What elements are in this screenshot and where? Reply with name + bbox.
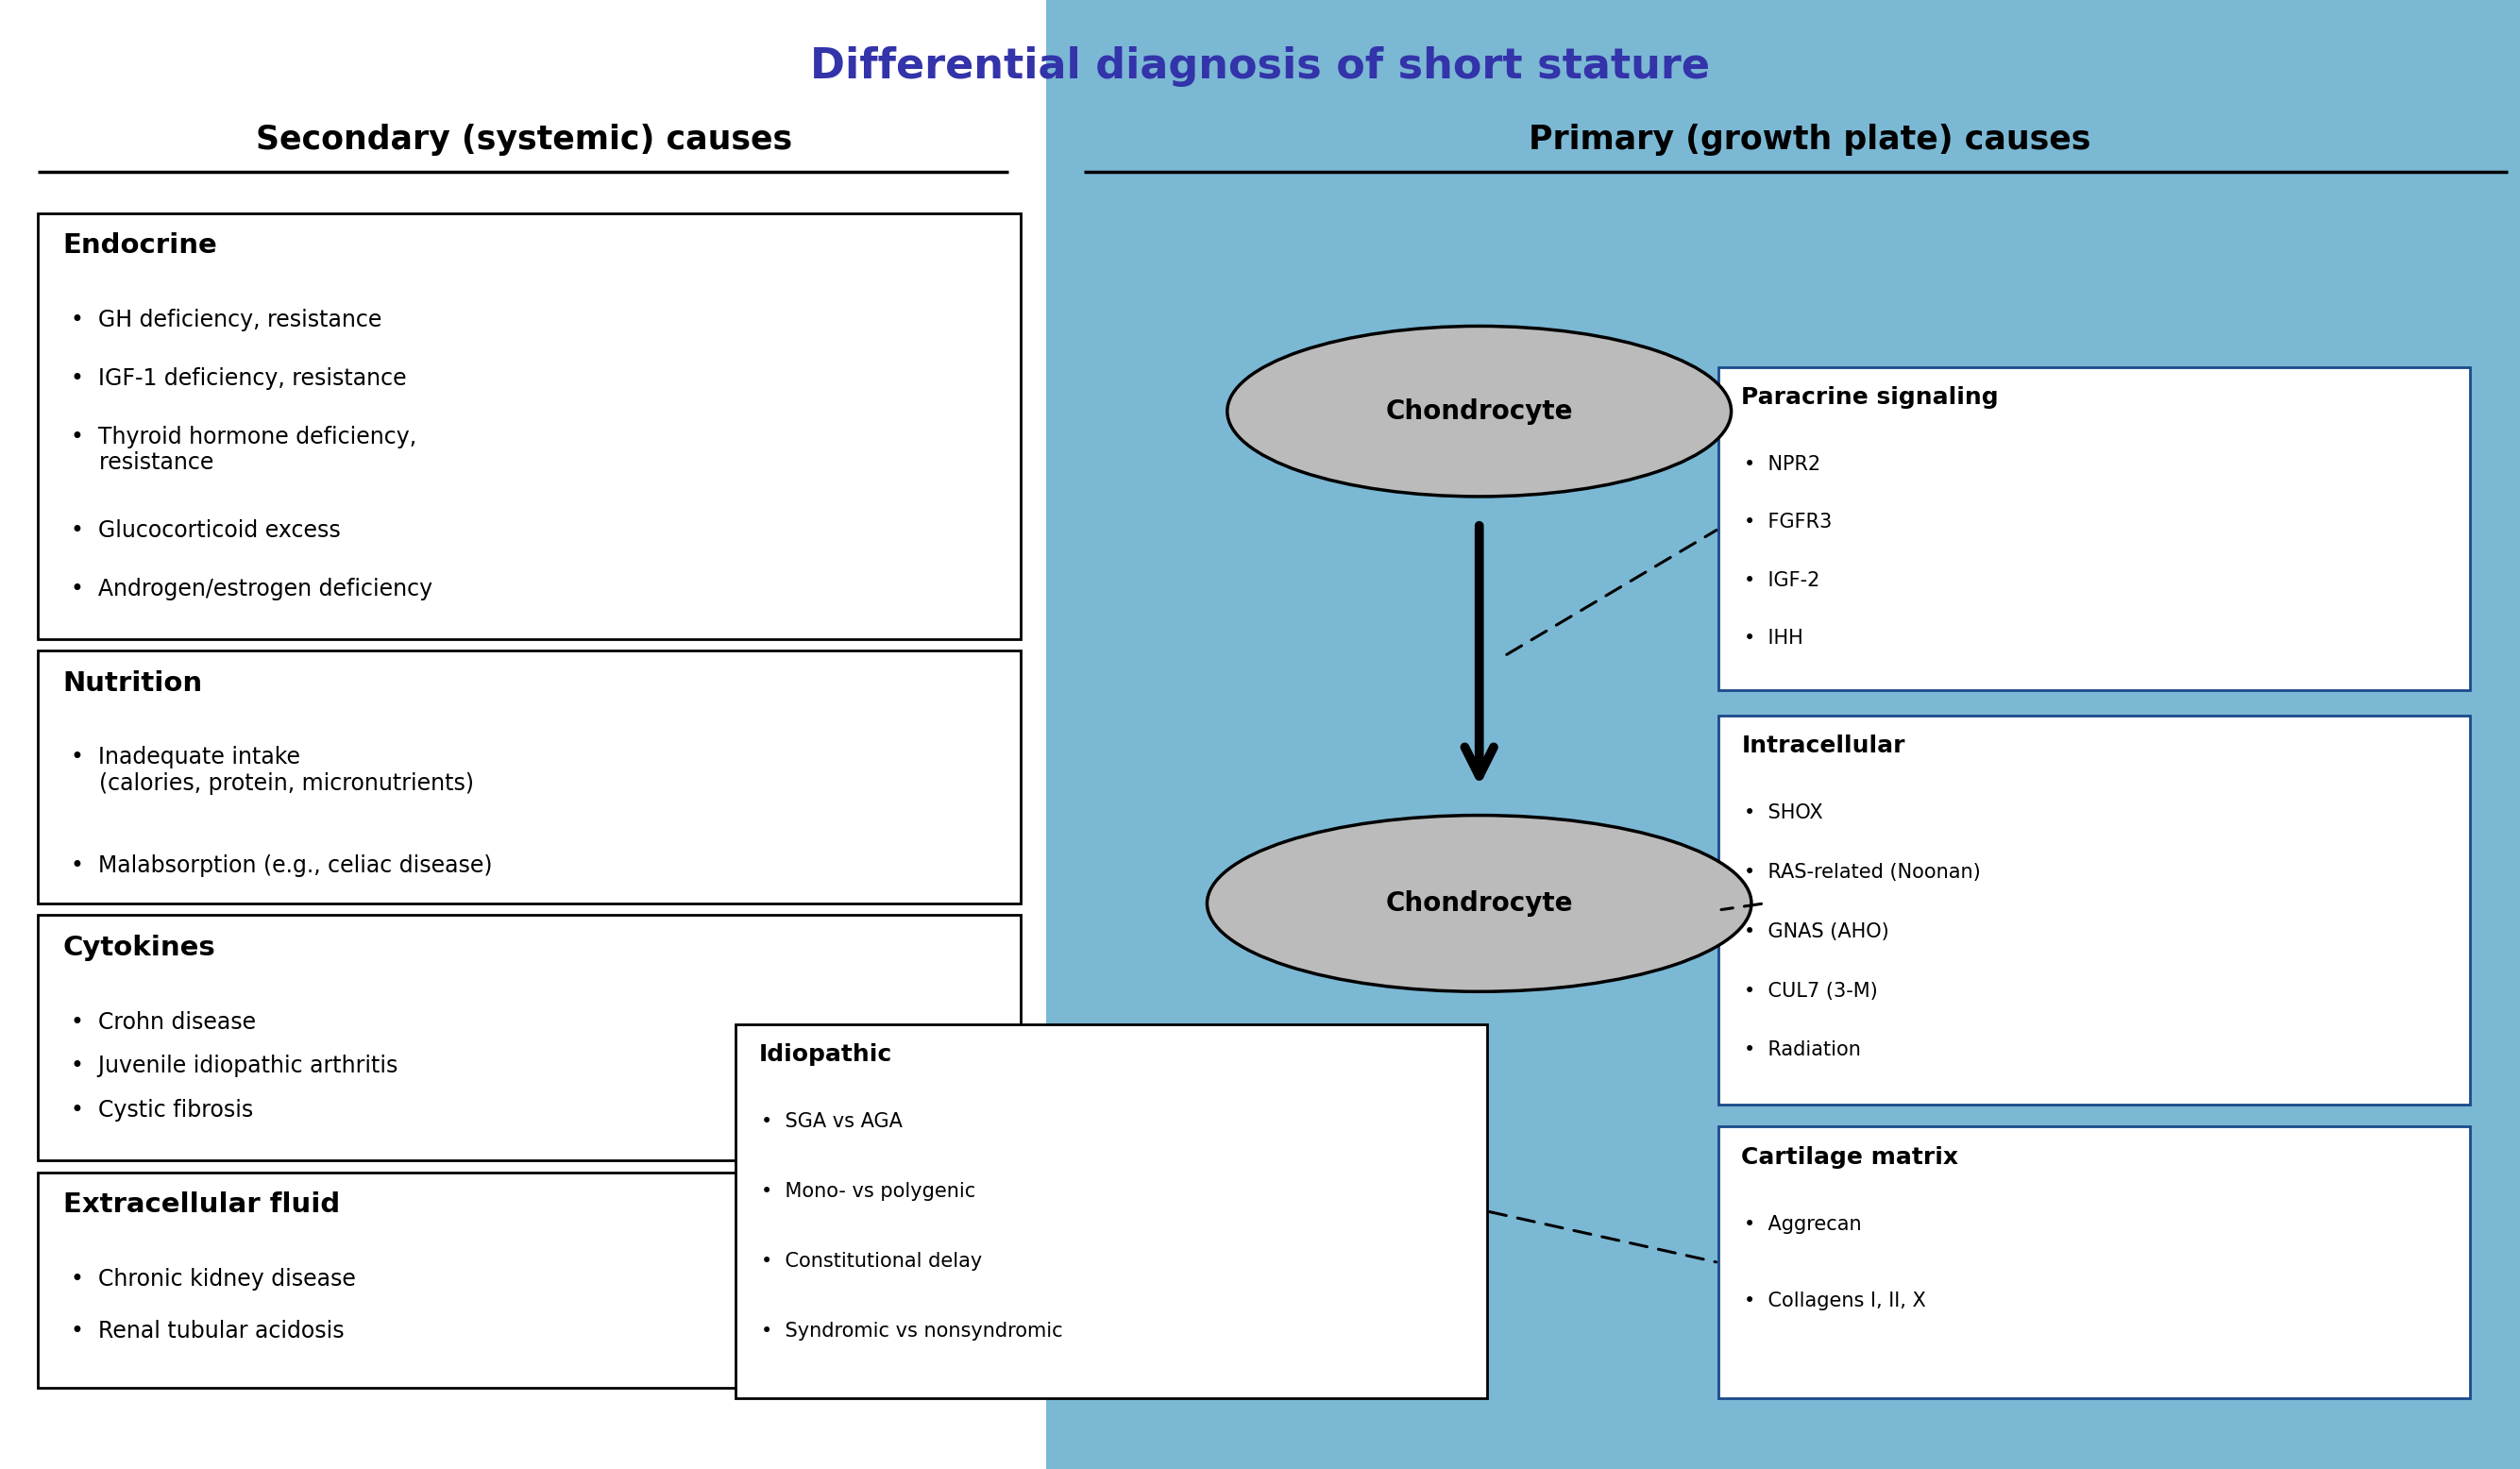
FancyBboxPatch shape [1719,1127,2470,1398]
Ellipse shape [1207,815,1751,992]
Text: •  Constitutional delay: • Constitutional delay [761,1252,983,1271]
Text: •  Cystic fibrosis: • Cystic fibrosis [71,1099,252,1122]
Text: •  NPR2: • NPR2 [1744,455,1819,474]
Text: Cartilage matrix: Cartilage matrix [1741,1146,1958,1168]
Text: •  SHOX: • SHOX [1744,804,1822,823]
Bar [0,0,1046,1469]
Text: •  IHH: • IHH [1744,629,1804,648]
Text: •  Juvenile idiopathic arthritis: • Juvenile idiopathic arthritis [71,1055,398,1078]
Text: Idiopathic: Idiopathic [759,1043,892,1065]
Text: •  Radiation: • Radiation [1744,1042,1860,1059]
Text: •  Syndromic vs nonsyndromic: • Syndromic vs nonsyndromic [761,1322,1063,1341]
Text: •  Thyroid hormone deficiency,
    resistance: • Thyroid hormone deficiency, resistance [71,426,416,474]
Text: •  Aggrecan: • Aggrecan [1744,1215,1862,1234]
Text: •  Androgen/estrogen deficiency: • Androgen/estrogen deficiency [71,579,433,601]
Text: •  Chronic kidney disease: • Chronic kidney disease [71,1268,355,1290]
Text: Chondrocyte: Chondrocyte [1386,890,1572,917]
FancyBboxPatch shape [38,915,1021,1161]
Text: Nutrition: Nutrition [63,670,202,696]
Text: •  GH deficiency, resistance: • GH deficiency, resistance [71,308,381,331]
Text: Intracellular: Intracellular [1741,734,1905,757]
Text: Secondary (systemic) causes: Secondary (systemic) causes [257,123,791,156]
Text: Chondrocyte: Chondrocyte [1386,398,1572,425]
Text: Cytokines: Cytokines [63,934,217,961]
Text: •  Malabsorption (e.g., celiac disease): • Malabsorption (e.g., celiac disease) [71,855,491,877]
Text: •  Inadequate intake
    (calories, protein, micronutrients): • Inadequate intake (calories, protein, … [71,746,474,795]
Text: •  Crohn disease: • Crohn disease [71,1011,255,1033]
FancyBboxPatch shape [1719,367,2470,690]
Text: •  IGF-1 deficiency, resistance: • IGF-1 deficiency, resistance [71,367,406,389]
Text: •  RAS-related (Noonan): • RAS-related (Noonan) [1744,862,1981,881]
FancyBboxPatch shape [736,1024,1487,1398]
Text: •  GNAS (AHO): • GNAS (AHO) [1744,923,1890,942]
Text: •  Collagens I, II, X: • Collagens I, II, X [1744,1291,1925,1310]
Text: •  CUL7 (3-M): • CUL7 (3-M) [1744,981,1877,1000]
Text: •  Renal tubular acidosis: • Renal tubular acidosis [71,1321,345,1343]
Ellipse shape [1227,326,1731,497]
Text: Differential diagnosis of short stature: Differential diagnosis of short stature [809,46,1711,87]
Text: Paracrine signaling: Paracrine signaling [1741,386,1998,408]
Text: •  SGA vs AGA: • SGA vs AGA [761,1112,902,1131]
Text: •  FGFR3: • FGFR3 [1744,513,1832,532]
FancyBboxPatch shape [1719,715,2470,1105]
Bar [1046,0,2520,1469]
Text: •  Glucocorticoid excess: • Glucocorticoid excess [71,520,340,542]
Text: Endocrine: Endocrine [63,232,217,259]
FancyBboxPatch shape [38,651,1021,903]
FancyBboxPatch shape [38,1172,1021,1388]
Text: •  IGF-2: • IGF-2 [1744,571,1819,589]
Text: •  Mono- vs polygenic: • Mono- vs polygenic [761,1183,975,1200]
Text: Extracellular fluid: Extracellular fluid [63,1191,340,1218]
Text: Primary (growth plate) causes: Primary (growth plate) causes [1527,123,2092,156]
FancyBboxPatch shape [38,213,1021,639]
